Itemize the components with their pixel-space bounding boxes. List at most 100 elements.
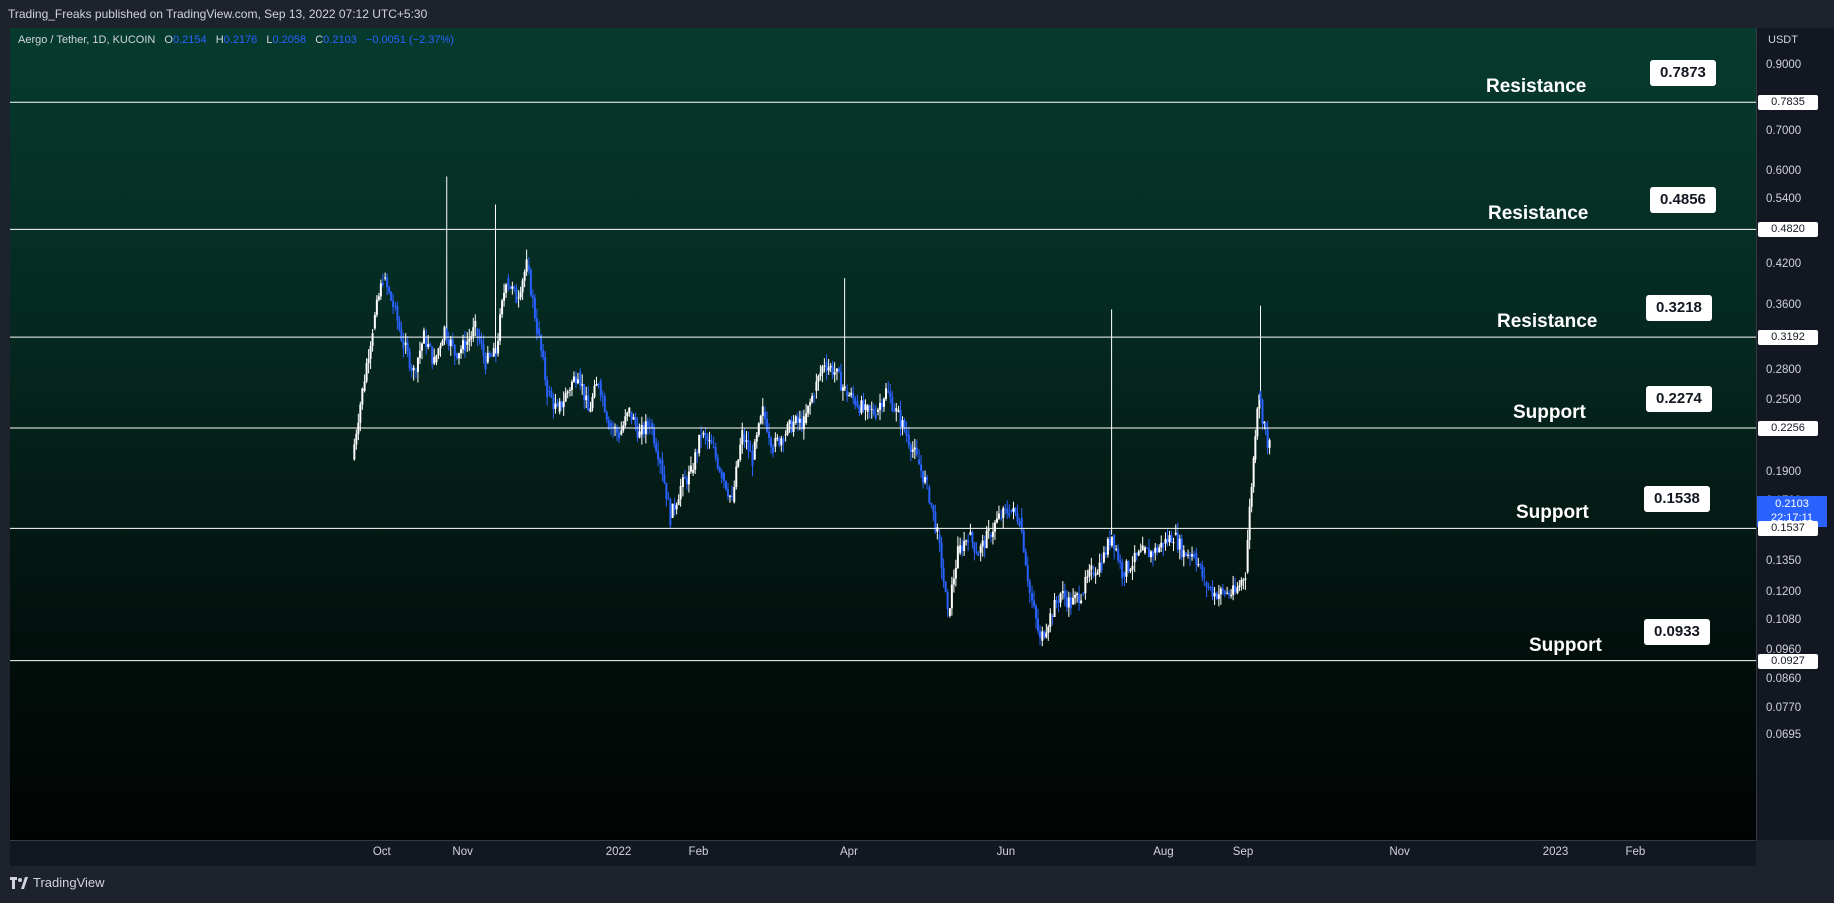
level-kind-label[interactable]: Support (1516, 502, 1589, 524)
price-tick: 0.2800 (1766, 364, 1802, 377)
candle-body (1035, 606, 1038, 619)
candle-body (447, 339, 450, 346)
candle-body (513, 286, 516, 289)
level-kind-label[interactable]: Support (1529, 634, 1602, 656)
candle-body (1067, 597, 1070, 608)
candle-body (363, 381, 366, 391)
candle-body (492, 348, 495, 357)
price-tick: 0.0695 (1766, 729, 1802, 741)
candle-body (798, 418, 801, 423)
candle-body (1008, 513, 1011, 516)
candle-body (993, 522, 996, 532)
candle-body (1143, 547, 1146, 553)
symbol-title[interactable]: Aergo / Tether, 1D, KUCOIN (18, 34, 156, 46)
level-axis-label: 0.3192 (1758, 330, 1818, 346)
candle-body (638, 431, 641, 438)
candle-body (971, 531, 974, 543)
candle-body (985, 530, 988, 549)
candle-body (706, 436, 709, 441)
candle-body (659, 459, 662, 464)
candle-body (733, 487, 736, 502)
candle-body (400, 329, 403, 341)
candle-body (932, 504, 935, 512)
candle-body (1039, 631, 1042, 638)
candle-body (538, 328, 541, 336)
candle-body (872, 408, 875, 415)
candle-body (782, 438, 785, 443)
candle-body (1033, 600, 1036, 607)
candle-body (807, 405, 810, 414)
candle-body (768, 431, 771, 438)
time-tick: Jun (996, 846, 1016, 858)
candle-body (1115, 548, 1118, 550)
candle-body (819, 373, 822, 377)
candle-body (1088, 569, 1091, 577)
candle-body (780, 438, 783, 446)
candle-body (466, 341, 469, 345)
candle-body (913, 447, 916, 450)
candle-body (700, 434, 703, 438)
candle-body (766, 418, 769, 432)
level-value-callout[interactable]: 0.4856 (1650, 187, 1716, 214)
candle-body (887, 390, 890, 393)
candle-body (753, 441, 756, 460)
candle-body (620, 430, 623, 435)
candle-body (948, 608, 951, 616)
candle-body (579, 371, 582, 386)
candle-body (1176, 532, 1179, 550)
candle-body (651, 422, 654, 429)
level-value-callout[interactable]: 0.7873 (1650, 60, 1716, 87)
candle-body (981, 540, 984, 547)
candle-body (1217, 594, 1220, 599)
candle-body (1065, 597, 1068, 608)
candle-body (1106, 538, 1109, 555)
candle-body (776, 437, 779, 439)
time-tick: Oct (372, 846, 391, 858)
candle-body (406, 342, 409, 352)
candle-body (751, 451, 754, 466)
candle-body (1149, 551, 1152, 558)
candle-body (718, 467, 721, 472)
candle-body (749, 450, 752, 452)
candle-body (905, 430, 908, 436)
candle-body (747, 440, 750, 451)
footer-bar (0, 866, 1834, 903)
candle-body (761, 406, 764, 416)
candle-body (944, 581, 947, 593)
candle-body (1223, 590, 1226, 595)
candle-body (1016, 513, 1019, 522)
level-kind-label[interactable]: Support (1513, 401, 1586, 423)
candle-body (1076, 593, 1079, 596)
level-value-callout[interactable]: 0.3218 (1646, 295, 1712, 322)
level-value-callout[interactable]: 0.1538 (1644, 486, 1710, 513)
level-kind-label[interactable]: Resistance (1488, 203, 1589, 225)
candle-body (815, 381, 818, 391)
time-axis[interactable] (10, 840, 1756, 867)
candle-body (1125, 560, 1128, 577)
candle-body (576, 379, 579, 384)
candle-body (535, 318, 538, 334)
candle-body (456, 353, 459, 359)
candle-body (864, 404, 867, 410)
candle-body (1104, 552, 1107, 555)
level-kind-label[interactable]: Resistance (1497, 311, 1598, 333)
candle-body (420, 343, 423, 351)
level-value-callout[interactable]: 0.0933 (1644, 618, 1710, 645)
candle-body (1047, 626, 1050, 633)
candle-body (1053, 599, 1056, 618)
candle-body (1252, 457, 1255, 488)
candle-body (778, 437, 781, 446)
candle-body (1254, 436, 1257, 460)
candle-body (1240, 579, 1243, 586)
level-kind-label[interactable]: Resistance (1486, 76, 1587, 98)
candle-body (926, 477, 929, 480)
tradingview-logo[interactable]: TradingView (10, 875, 105, 890)
chart-svg[interactable] (10, 28, 1756, 840)
candle-body (1154, 547, 1157, 553)
time-tick: 2023 (1542, 846, 1569, 858)
level-axis-label: 0.0927 (1758, 653, 1818, 669)
candle-body (560, 401, 563, 408)
candle-body (745, 440, 748, 442)
chart-plot-area[interactable] (10, 28, 1756, 840)
level-value-callout[interactable]: 0.2274 (1646, 385, 1712, 412)
